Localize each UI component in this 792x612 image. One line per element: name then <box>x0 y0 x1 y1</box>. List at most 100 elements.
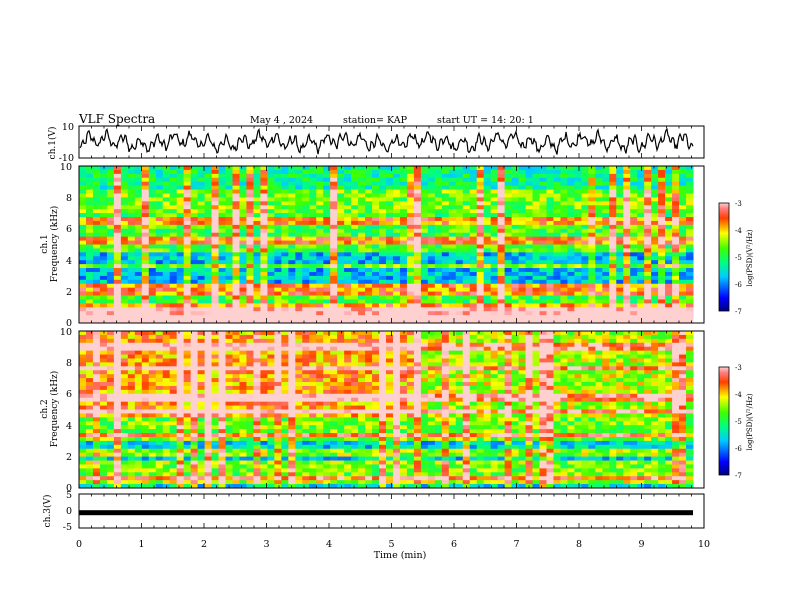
spectrogram-cell <box>99 193 108 198</box>
spectrogram-cell <box>211 307 220 312</box>
spectrogram-cell <box>225 197 233 202</box>
spectrogram-cell <box>469 366 478 371</box>
spectrogram-cell <box>448 382 457 387</box>
spectrogram-cell <box>651 366 659 371</box>
spectrogram-cell <box>406 193 415 198</box>
spectrogram-cell <box>504 307 513 312</box>
spectrogram-cell <box>197 252 206 257</box>
spectrogram-cell <box>686 311 694 316</box>
spectrogram-cell <box>274 201 282 206</box>
spectrogram-cell <box>176 228 185 234</box>
spectrogram-cell <box>288 362 296 367</box>
spectrogram-cell <box>679 307 687 312</box>
spectrogram-cell <box>490 331 499 336</box>
spectrogram-cell <box>504 319 513 324</box>
spectrogram-cell <box>595 228 603 234</box>
spectrogram-cell <box>658 338 666 344</box>
spectrogram-cell <box>79 378 87 383</box>
spectrogram-cell <box>281 382 289 387</box>
spectrogram-cell <box>644 334 652 340</box>
spectrogram-cell <box>274 232 282 238</box>
spectrogram-cell <box>441 358 450 363</box>
spectrogram-cell <box>323 264 331 269</box>
spectrogram-cell <box>546 256 554 261</box>
spectrogram-cell <box>574 303 582 308</box>
spectrogram-cell <box>365 275 373 281</box>
spectrogram-cell <box>518 283 527 289</box>
spectrogram-cell <box>85 205 94 210</box>
spectrogram-cell <box>532 283 540 289</box>
spectrogram-cell <box>92 232 101 238</box>
spectrogram-cell <box>616 279 624 285</box>
spectrogram-cell <box>169 185 178 191</box>
spectrogram-cell <box>504 303 513 308</box>
spectrogram-cell <box>148 193 157 198</box>
spectrogram-cell <box>372 366 380 371</box>
spectrogram-cell <box>406 236 415 242</box>
spectrogram-cell <box>141 342 150 348</box>
spectrogram-cell <box>337 279 345 285</box>
spectrogram-cell <box>79 315 87 320</box>
spectrogram-cell <box>637 193 645 198</box>
spectrogram-cell <box>441 315 450 320</box>
spectrogram-cell <box>644 177 652 183</box>
spectrogram-cell <box>232 252 240 257</box>
spectrogram-cell <box>532 236 540 242</box>
spectrogram-cell <box>176 236 185 242</box>
spectrogram-cell <box>309 295 317 300</box>
spectrogram-cell <box>92 197 101 202</box>
spectrogram-cell <box>567 185 575 191</box>
spectrogram-cell <box>274 334 282 340</box>
spectrogram-cell <box>637 220 645 226</box>
spectrogram-cell <box>574 189 582 194</box>
spectrogram-cell <box>406 331 415 336</box>
spectrogram-cell <box>337 275 345 281</box>
spectrogram-cell <box>183 311 192 316</box>
spectrogram-cell <box>379 201 387 206</box>
spectrogram-cell <box>302 244 310 249</box>
spectrogram-cell <box>490 181 499 187</box>
spectrogram-cell <box>246 256 254 261</box>
spectrogram-cell <box>413 189 422 194</box>
spectrogram-cell <box>602 264 610 269</box>
spectrogram-cell <box>281 248 289 253</box>
spectrogram-cell <box>288 248 296 253</box>
spectrogram-cell <box>651 193 659 198</box>
spectrogram-cell <box>190 362 199 367</box>
spectrogram-cell <box>281 224 289 230</box>
spectrogram-cell <box>372 236 380 242</box>
spectrogram-cell <box>581 169 589 175</box>
spectrogram-cell <box>218 224 227 230</box>
spectrogram-cell <box>462 213 471 218</box>
spectrogram-cell <box>267 346 275 352</box>
spectrogram-cell <box>427 268 436 273</box>
spectrogram-cell <box>658 268 666 273</box>
spectrogram-cell <box>190 370 199 375</box>
spectrogram-cell <box>462 177 471 183</box>
spectrogram-cell <box>281 205 289 210</box>
spectrogram-cell <box>148 268 157 273</box>
spectrogram-cell <box>190 346 199 352</box>
spectrogram-cell <box>630 279 638 285</box>
spectrogram-cell <box>455 362 464 367</box>
spectrogram-cell <box>497 295 506 300</box>
spectrogram-cell <box>274 315 282 320</box>
spectrogram-cell <box>232 220 240 226</box>
spectrogram-cell <box>490 370 499 375</box>
spectrogram-cell <box>176 217 185 222</box>
spectrogram-cell <box>260 362 268 367</box>
spectrogram-cell <box>679 236 687 242</box>
spectrogram-cell <box>609 205 617 210</box>
spectrogram-cell <box>616 319 624 324</box>
spectrogram-cell <box>595 256 603 261</box>
spectrogram-cell <box>225 350 233 356</box>
spectrogram-cell <box>434 217 443 222</box>
spectrogram-cell <box>260 209 268 214</box>
spectrogram-cell <box>392 224 401 230</box>
spectrogram-cell <box>588 315 596 320</box>
spectrogram-cell <box>344 213 352 218</box>
spectrogram-cell <box>546 295 554 300</box>
spectrogram-cell <box>176 334 185 340</box>
spectrogram-cell <box>581 374 589 379</box>
spectrogram-cell <box>532 338 540 344</box>
